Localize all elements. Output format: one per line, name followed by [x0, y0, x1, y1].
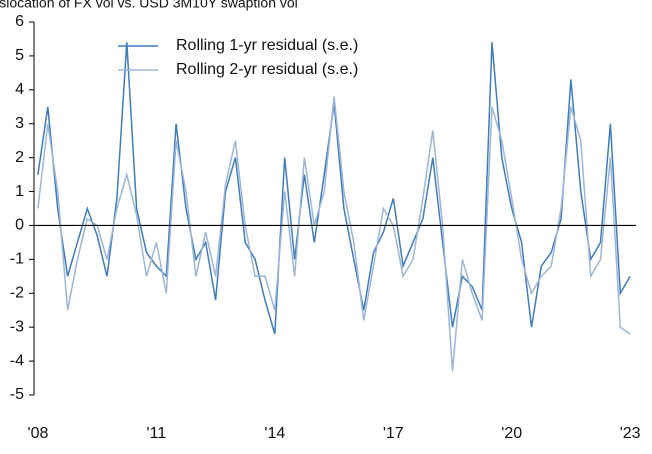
legend-label: Rolling 2-yr residual (s.e.): [176, 61, 358, 78]
y-tick-label: -3: [10, 318, 24, 335]
x-tick-label: '20: [501, 425, 522, 442]
x-tick-label: '08: [28, 425, 49, 442]
y-tick-label: 1: [15, 183, 24, 200]
x-tick-label: '17: [383, 425, 404, 442]
x-tick-label: '11: [147, 425, 167, 442]
y-tick-label: -4: [10, 352, 24, 369]
y-tick-label: -5: [10, 386, 24, 403]
y-tick-label: 6: [15, 13, 24, 30]
y-tick-label: 0: [15, 217, 24, 234]
chart-title: Dislocation of FX vol vs. USD 3M10Y swap…: [0, 0, 298, 11]
x-tick-label: '23: [620, 425, 641, 442]
y-tick-label: 2: [15, 149, 24, 166]
y-tick-label: 3: [15, 115, 24, 132]
series-line: [37, 96, 631, 372]
y-tick-label: -2: [10, 284, 24, 301]
x-tick-label: '14: [264, 425, 285, 442]
series-line: [37, 42, 631, 335]
legend-label: Rolling 1-yr residual (s.e.): [176, 37, 358, 54]
y-tick-label: -1: [10, 251, 24, 268]
y-tick-label: 4: [15, 81, 24, 98]
y-tick-label: 5: [15, 47, 24, 64]
